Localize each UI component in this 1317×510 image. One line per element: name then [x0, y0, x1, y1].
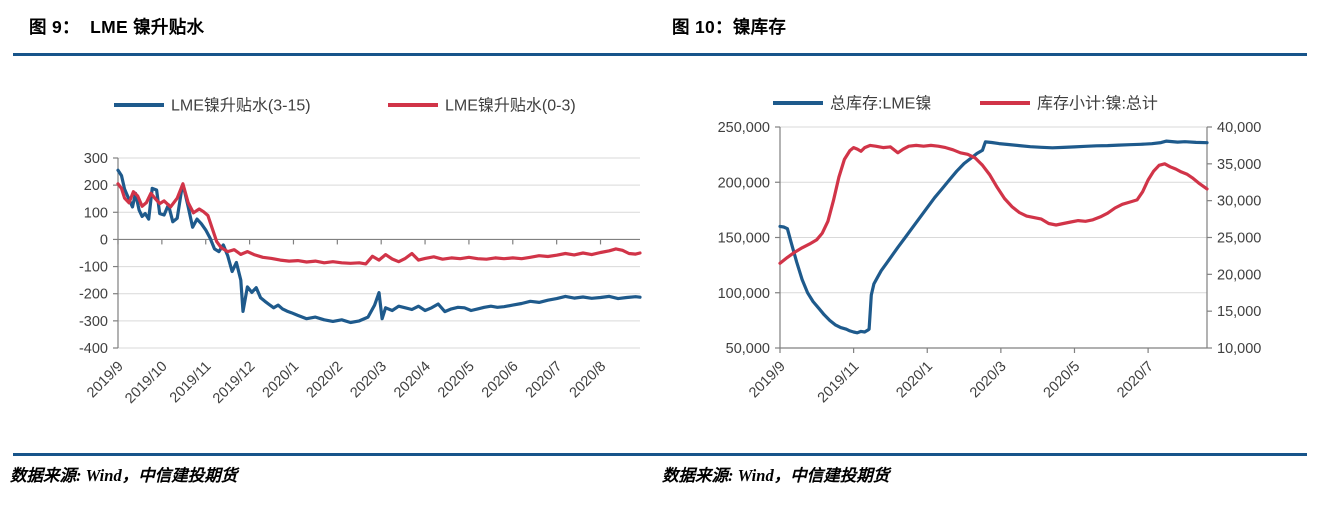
x-axis-tick-label: 2020/5 — [435, 359, 478, 402]
legend-label: LME镍升贴水(0-3) — [445, 97, 576, 115]
legend-item: LME镍升贴水(0-3) — [388, 97, 576, 115]
x-axis-tick-label: 2020/4 — [391, 359, 434, 402]
x-axis-tick-label: 2019/11 — [815, 359, 863, 407]
left-axis-tick-label: -200 — [79, 287, 108, 303]
x-axis-tick-label: 2019/9 — [84, 359, 127, 402]
x-axis-tick-label: 2020/8 — [567, 359, 610, 402]
right-axis-tick-label: 10,000 — [1217, 341, 1261, 357]
series-line-blue — [116, 168, 642, 325]
left-value-axis: 250,000 200,000 150,000 100,000 50,000 — [718, 120, 781, 357]
lme-nickel-premium-chart: 3002001000-100-200-300-4002019/92019/102… — [79, 97, 642, 407]
gridlines — [780, 126, 1207, 294]
series-line-red — [116, 182, 642, 266]
left-axis-tick-label: 250,000 — [718, 120, 770, 136]
x-axis-tick-label: 2020/3 — [347, 359, 390, 402]
left-axis-tick-label: -300 — [79, 314, 108, 330]
left-axis-tick-label: 200,000 — [718, 175, 770, 191]
x-axis-tick-label: 2020/6 — [479, 359, 522, 402]
x-axis-tick-label: 2020/3 — [967, 359, 1010, 402]
data-source-left: 数据来源: Wind，中信建投期货 — [10, 466, 238, 485]
legend-item: LME镍升贴水(3-15) — [114, 97, 311, 115]
bottom-divider-rule — [13, 453, 1307, 456]
data-source-right: 数据来源: Wind，中信建投期货 — [662, 466, 890, 485]
series-line-red — [778, 143, 1209, 265]
x-axis-tick-label: 2020/1 — [260, 359, 303, 402]
legend-label: 总库存:LME镍 — [830, 95, 931, 113]
x-axis-tick-label: 2019/9 — [746, 359, 789, 402]
legend-item: 库存小计:镍:总计 — [980, 95, 1158, 113]
right-axis-tick-label: 15,000 — [1217, 304, 1261, 320]
x-axis-tick-label: 2020/1 — [893, 359, 936, 402]
series-line-blue — [778, 139, 1209, 335]
legend-label: 库存小计:镍:总计 — [1037, 95, 1158, 113]
category-axis: 2019/9 2019/11 2020/1 2020/3 2020/5 2020/7 — [746, 347, 1207, 407]
left-axis-tick-label: 50,000 — [726, 341, 770, 357]
figure10-title: 图 10：镍库存 — [672, 17, 787, 37]
figure9-title: 图 9： LME 镍升贴水 — [29, 17, 205, 37]
left-axis-tick-label: 0 — [100, 232, 108, 248]
x-axis-tick-label: 2019/11 — [167, 359, 215, 407]
left-axis-tick-label: -100 — [79, 260, 108, 276]
x-axis-tick-label: 2020/7 — [1114, 359, 1157, 402]
left-axis-tick-label: 300 — [84, 151, 108, 167]
left-axis-tick-label: 100,000 — [718, 286, 770, 302]
right-axis-tick-label: 30,000 — [1217, 194, 1261, 210]
left-axis-tick-label: 100 — [84, 205, 108, 221]
x-axis-tick-label: 2019/12 — [210, 359, 258, 407]
left-value-axis: 300 200 100 0 -100 -200 -300 -400 — [79, 151, 119, 357]
x-axis-tick-label: 2020/2 — [303, 359, 346, 402]
x-axis-tick-label: 2020/5 — [1041, 359, 1084, 402]
left-axis-tick-label: -400 — [79, 341, 108, 357]
right-value-axis: 40,000 35,000 30,000 25,000 20,000 15,000 10,0… — [1206, 120, 1261, 357]
nickel-inventory-chart: 250,000 200,000 150,000 100,000 50,000 40,000… — [718, 95, 1262, 407]
legend-label: LME镍升贴水(3-15) — [171, 97, 311, 115]
left-axis-tick-label: 150,000 — [718, 231, 770, 247]
left-axis-tick-label: 200 — [84, 178, 108, 194]
right-axis-tick-label: 25,000 — [1217, 231, 1261, 247]
top-divider-rule — [13, 53, 1307, 56]
right-axis-tick-label: 40,000 — [1217, 120, 1261, 136]
x-axis-tick-label: 2020/7 — [523, 359, 566, 402]
right-axis-tick-label: 20,000 — [1217, 267, 1261, 283]
legend-item: 总库存:LME镍 — [773, 95, 931, 113]
x-axis-tick-label: 2019/10 — [122, 359, 170, 407]
right-axis-tick-label: 35,000 — [1217, 157, 1261, 173]
